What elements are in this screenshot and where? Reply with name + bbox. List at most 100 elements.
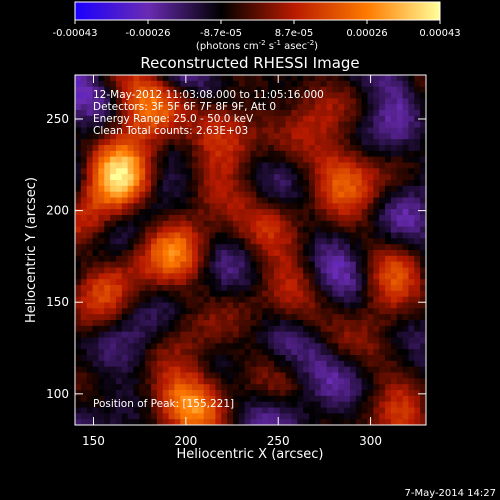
heatmap-pixel [420, 220, 427, 228]
heatmap-pixel [238, 372, 246, 379]
heatmap-pixel [92, 273, 99, 280]
heatmap-pixel [273, 168, 281, 175]
heatmap-pixel [332, 320, 339, 327]
heatmap-pixel [162, 156, 169, 163]
heatmap-pixel [291, 110, 298, 117]
heatmap-pixel [75, 372, 82, 379]
heatmap-pixel [227, 401, 234, 408]
heatmap-pixel [232, 191, 240, 198]
heatmap-pixel [355, 215, 363, 222]
heatmap-pixel [396, 325, 403, 333]
heatmap-pixel [262, 80, 269, 88]
heatmap-pixel [133, 226, 140, 233]
heatmap-pixel [367, 395, 374, 403]
heatmap-pixel [355, 355, 363, 362]
heatmap-pixel [285, 139, 292, 146]
heatmap-pixel [156, 185, 164, 193]
heatmap-pixel [279, 413, 286, 420]
heatmap-pixel [332, 209, 339, 216]
heatmap-pixel [104, 320, 111, 327]
heatmap-pixel [162, 80, 169, 88]
heatmap-pixel [379, 360, 386, 368]
heatmap-pixel [110, 104, 117, 111]
heatmap-pixel [250, 197, 257, 204]
heatmap-pixel [273, 203, 281, 210]
heatmap-pixel [221, 145, 228, 152]
heatmap-pixel [303, 255, 310, 263]
heatmap-pixel [168, 215, 175, 222]
heatmap-pixel [390, 331, 398, 338]
heatmap-pixel [396, 314, 403, 321]
heatmap-pixel [373, 156, 380, 163]
heatmap-pixel [332, 296, 339, 303]
heatmap-pixel [75, 343, 82, 350]
heatmap-pixel [349, 203, 357, 210]
heatmap-pixel [349, 255, 357, 263]
heatmap-pixel [133, 232, 140, 239]
heatmap-pixel [344, 355, 351, 362]
heatmap-pixel [256, 180, 263, 187]
heatmap-pixel [110, 360, 117, 368]
heatmap-pixel [156, 255, 164, 263]
heatmap-pixel [139, 191, 146, 198]
heatmap-pixel [291, 139, 298, 146]
heatmap-pixel [215, 92, 222, 99]
heatmap-pixel [291, 255, 298, 263]
heatmap-pixel [361, 331, 368, 338]
heatmap-pixel [414, 419, 421, 426]
heatmap-pixel [320, 261, 327, 268]
heatmap-pixel [110, 331, 117, 338]
heatmap-pixel [197, 308, 205, 315]
heatmap-pixel [385, 285, 392, 292]
heatmap-pixel [127, 325, 134, 333]
heatmap-pixel [373, 325, 380, 333]
heatmap-pixel [285, 395, 292, 403]
heatmap-pixel [174, 279, 181, 286]
heatmap-pixel [244, 191, 251, 198]
heatmap-pixel [75, 209, 82, 216]
heatmap-pixel [86, 98, 93, 105]
heatmap-pixel [390, 401, 398, 408]
heatmap-pixel [396, 267, 403, 274]
heatmap-pixel [285, 314, 292, 321]
heatmap-pixel [420, 92, 427, 99]
heatmap-pixel [420, 343, 427, 350]
heatmap-pixel [385, 238, 392, 245]
x-tick-label: 300 [359, 434, 382, 448]
heatmap-pixel [80, 104, 88, 111]
heatmap-pixel [162, 145, 169, 152]
heatmap-pixel [238, 150, 246, 158]
heatmap-pixel [168, 395, 175, 403]
heatmap-pixel [209, 197, 216, 204]
y-tick-label: 150 [46, 295, 69, 309]
heatmap-pixel [238, 395, 246, 403]
heatmap-pixel [349, 185, 357, 193]
heatmap-pixel [139, 156, 146, 163]
heatmap-pixel [420, 366, 427, 373]
heatmap-pixel [180, 150, 187, 158]
heatmap-pixel [180, 115, 187, 123]
heatmap-pixel [349, 279, 357, 286]
heatmap-pixel [104, 331, 111, 338]
heatmap-pixel [268, 366, 275, 373]
heatmap-pixel [192, 238, 199, 245]
heatmap-pixel [244, 407, 251, 414]
heatmap-pixel [379, 162, 386, 169]
heatmap-pixel [285, 290, 292, 298]
heatmap-pixel [303, 267, 310, 274]
heatmap-pixel [232, 127, 240, 134]
heatmap-pixel [385, 279, 392, 286]
heatmap-pixel [197, 390, 205, 397]
heatmap-pixel [244, 378, 251, 385]
heatmap-pixel [221, 80, 228, 88]
heatmap-pixel [75, 337, 82, 344]
heatmap-pixel [145, 185, 152, 193]
heatmap-pixel [314, 419, 322, 426]
heatmap-pixel [162, 92, 169, 99]
heatmap-pixel [303, 215, 310, 222]
heatmap-pixel [174, 115, 181, 123]
heatmap-pixel [355, 337, 363, 344]
heatmap-pixel [414, 407, 421, 414]
heatmap-pixel [279, 110, 286, 117]
heatmap-pixel [227, 150, 234, 158]
